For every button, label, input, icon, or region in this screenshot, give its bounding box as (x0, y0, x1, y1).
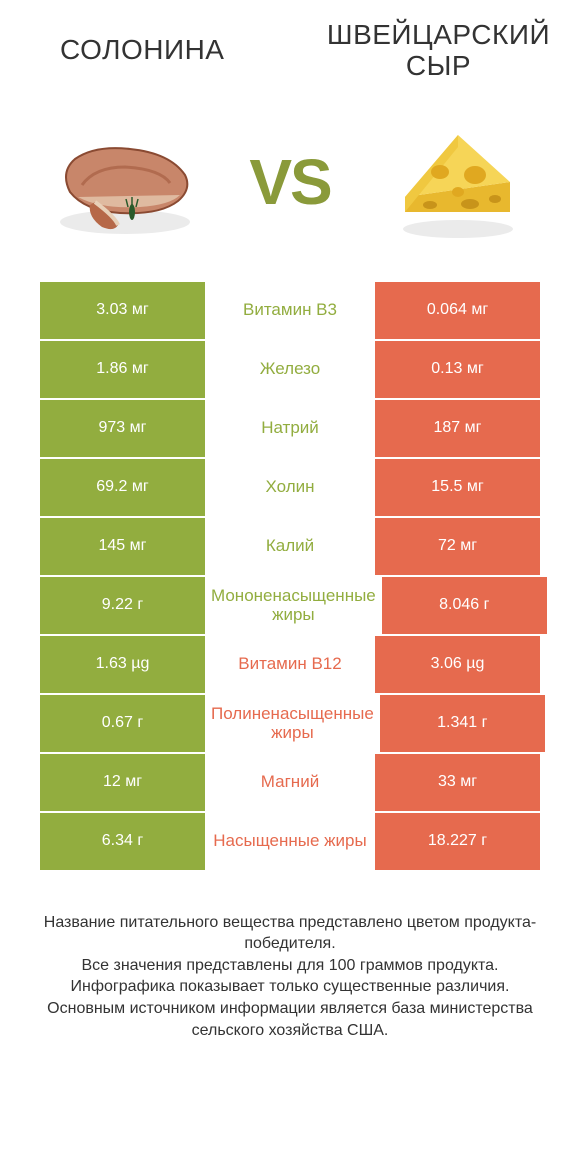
nutrient-row: 9.22 гМононенасыщенные жиры8.046 г (40, 577, 540, 634)
footer-line-0: Название питательного вещества представл… (44, 914, 536, 953)
right-value: 0.13 мг (375, 341, 540, 398)
product-title-left: Солонина (20, 35, 263, 66)
nutrient-row: 12 мгМагний33 мг (40, 754, 540, 811)
right-value: 72 мг (375, 518, 540, 575)
cheese-image (370, 107, 540, 257)
vs-label: VS (249, 145, 330, 219)
images-row: VS (0, 92, 580, 282)
right-value: 15.5 мг (375, 459, 540, 516)
nutrient-label: Калий (207, 518, 373, 575)
left-value: 12 мг (40, 754, 205, 811)
left-value: 6.34 г (40, 813, 205, 870)
left-value: 1.86 мг (40, 341, 205, 398)
left-value: 145 мг (40, 518, 205, 575)
nutrient-row: 973 мгНатрий187 мг (40, 400, 540, 457)
nutrient-row: 1.63 µgВитамин B123.06 µg (40, 636, 540, 693)
nutrient-label: Холин (207, 459, 373, 516)
nutrient-label: Витамин B3 (207, 282, 373, 339)
nutrient-row: 3.03 мгВитамин B30.064 мг (40, 282, 540, 339)
nutrient-row: 145 мгКалий72 мг (40, 518, 540, 575)
right-value: 18.227 г (375, 813, 540, 870)
footer-line-3: Основным источником информации является … (47, 1000, 533, 1039)
left-value: 973 мг (40, 400, 205, 457)
comparison-table: 3.03 мгВитамин B30.064 мг1.86 мгЖелезо0.… (0, 282, 580, 870)
nutrient-row: 6.34 гНасыщенные жиры18.227 г (40, 813, 540, 870)
left-value: 69.2 мг (40, 459, 205, 516)
nutrient-row: 1.86 мгЖелезо0.13 мг (40, 341, 540, 398)
left-value: 1.63 µg (40, 636, 205, 693)
nutrient-row: 69.2 мгХолин15.5 мг (40, 459, 540, 516)
footer-line-2: Инфографика показывает только существенн… (71, 978, 510, 995)
left-value: 3.03 мг (40, 282, 205, 339)
right-value: 8.046 г (382, 577, 547, 634)
footer-line-1: Все значения представлены для 100 граммо… (81, 957, 498, 974)
nutrient-label: Насыщенные жиры (207, 813, 373, 870)
right-value: 0.064 мг (375, 282, 540, 339)
nutrient-row: 0.67 гПолиненасыщенные жиры1.341 г (40, 695, 540, 752)
left-value: 0.67 г (40, 695, 205, 752)
right-value: 3.06 µg (375, 636, 540, 693)
nutrient-label: Железо (207, 341, 373, 398)
left-value: 9.22 г (40, 577, 205, 634)
nutrient-label: Натрий (207, 400, 373, 457)
right-value: 187 мг (375, 400, 540, 457)
nutrient-label: Витамин B12 (207, 636, 373, 693)
right-value: 33 мг (375, 754, 540, 811)
right-value: 1.341 г (380, 695, 545, 752)
header-row: Солонина Швейцарский сыр (0, 0, 580, 92)
product-title-right: Швейцарский сыр (317, 20, 560, 82)
meat-image (40, 107, 210, 257)
nutrient-label: Магний (207, 754, 373, 811)
footer-note: Название питательного вещества представл… (0, 872, 580, 1062)
nutrient-label: Полиненасыщенные жиры (207, 695, 378, 752)
nutrient-label: Мононенасыщенные жиры (207, 577, 380, 634)
